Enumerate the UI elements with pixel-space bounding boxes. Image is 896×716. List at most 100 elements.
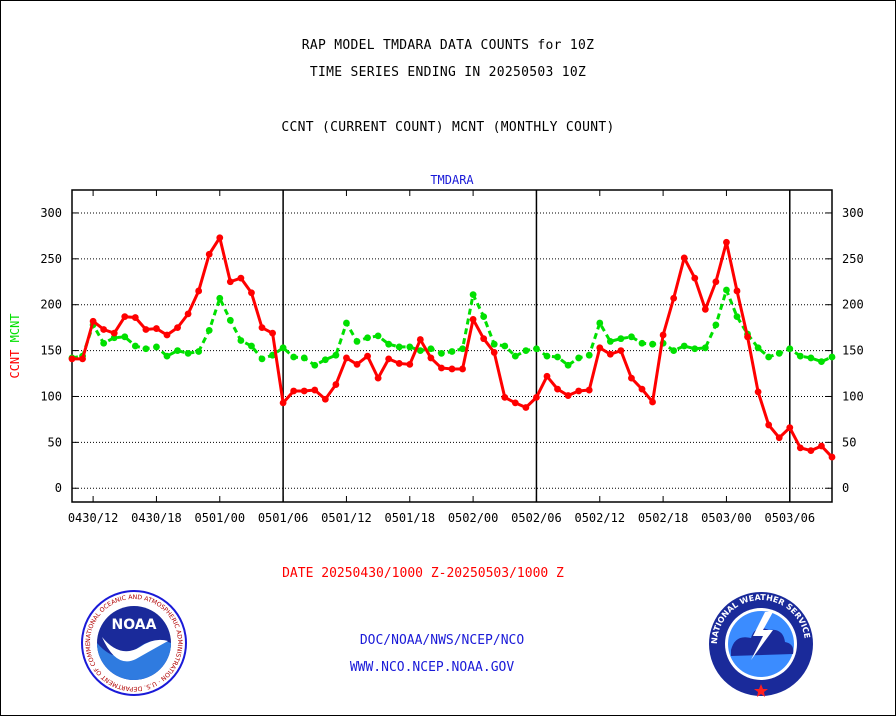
data-point-mcnt bbox=[712, 321, 720, 329]
data-point-mcnt bbox=[300, 354, 308, 362]
data-point-mcnt bbox=[691, 345, 699, 353]
date-range-label: DATE 20250430/1000 Z-20250503/1000 Z bbox=[282, 566, 564, 581]
data-point-ccnt bbox=[680, 254, 688, 262]
data-point-ccnt bbox=[68, 355, 76, 363]
data-point-ccnt bbox=[279, 399, 287, 407]
data-point-mcnt bbox=[596, 319, 604, 327]
data-point-ccnt bbox=[617, 347, 625, 354]
data-point-mcnt bbox=[332, 351, 340, 359]
data-point-ccnt bbox=[110, 329, 118, 337]
data-point-ccnt bbox=[321, 395, 329, 403]
data-point-mcnt bbox=[554, 353, 561, 361]
y-axis-label-part: CCNT bbox=[8, 350, 22, 379]
data-point-mcnt bbox=[163, 352, 171, 360]
data-point-ccnt bbox=[142, 326, 150, 333]
data-point-mcnt bbox=[533, 345, 540, 353]
data-point-ccnt bbox=[290, 387, 298, 395]
data-point-ccnt bbox=[818, 442, 825, 450]
title-line-3: CCNT (CURRENT COUNT) MCNT (MONTHLY COUNT… bbox=[281, 120, 615, 135]
data-point-mcnt bbox=[226, 316, 234, 324]
data-point-mcnt bbox=[427, 345, 435, 353]
data-point-ccnt bbox=[723, 238, 730, 246]
data-point-ccnt bbox=[511, 399, 519, 407]
footer-url: WWW.NCO.NCEP.NOAA.GOV bbox=[349, 660, 515, 675]
data-point-mcnt bbox=[564, 361, 572, 369]
data-point-ccnt bbox=[100, 326, 108, 333]
plot-border bbox=[71, 189, 833, 503]
data-point-ccnt bbox=[226, 278, 234, 286]
data-point-mcnt bbox=[237, 337, 245, 344]
data-point-mcnt bbox=[670, 347, 678, 354]
data-point-ccnt bbox=[554, 385, 561, 393]
data-point-mcnt bbox=[279, 344, 287, 352]
y-tick-label-right: 300 bbox=[842, 206, 864, 220]
data-point-ccnt bbox=[744, 333, 751, 341]
x-tick-label: 0501/00 bbox=[194, 511, 245, 525]
data-point-ccnt bbox=[353, 360, 361, 368]
y-tick-label-left: 100 bbox=[40, 389, 62, 403]
x-tick-label: 0503/06 bbox=[764, 511, 815, 525]
x-tick-label: 0430/12 bbox=[68, 511, 119, 525]
data-point-mcnt bbox=[374, 332, 382, 340]
y-tick-label-left: 150 bbox=[40, 344, 62, 358]
data-point-mcnt bbox=[649, 340, 656, 348]
x-tick-label: 0502/18 bbox=[638, 511, 689, 525]
data-point-mcnt bbox=[195, 348, 203, 355]
data-point-ccnt bbox=[480, 335, 488, 343]
data-point-ccnt bbox=[712, 278, 720, 286]
data-point-mcnt bbox=[385, 340, 393, 348]
footer-org: DOC/NOAA/NWS/NCEP/NCO bbox=[359, 633, 525, 648]
data-point-ccnt bbox=[416, 336, 424, 343]
data-point-ccnt bbox=[796, 444, 804, 452]
y-tick-label-right: 200 bbox=[842, 298, 864, 312]
data-point-mcnt bbox=[765, 353, 773, 361]
y-tick-label-left: 50 bbox=[48, 435, 62, 449]
data-point-mcnt bbox=[406, 343, 414, 351]
data-point-mcnt bbox=[786, 345, 794, 353]
data-point-mcnt bbox=[343, 319, 350, 327]
x-tick-label: 0501/12 bbox=[321, 511, 372, 525]
data-point-mcnt bbox=[438, 349, 445, 357]
data-point-ccnt bbox=[237, 274, 245, 282]
data-point-ccnt bbox=[606, 350, 614, 358]
data-point-ccnt bbox=[754, 388, 762, 396]
x-tick-label: 0502/12 bbox=[574, 511, 625, 525]
data-point-ccnt bbox=[775, 434, 783, 442]
y-tick-label-right: 100 bbox=[842, 389, 864, 403]
data-point-ccnt bbox=[427, 354, 435, 362]
data-point-ccnt bbox=[195, 287, 203, 295]
star-icon bbox=[754, 684, 768, 697]
data-point-mcnt bbox=[258, 355, 266, 363]
data-point-mcnt bbox=[680, 342, 688, 350]
data-point-mcnt bbox=[733, 313, 741, 321]
data-point-ccnt bbox=[269, 329, 276, 337]
data-point-ccnt bbox=[395, 360, 403, 367]
data-point-mcnt bbox=[501, 342, 509, 350]
data-point-ccnt bbox=[79, 355, 86, 363]
data-point-mcnt bbox=[522, 347, 530, 354]
x-tick-label: 0501/18 bbox=[384, 511, 435, 525]
title-line-1: RAP MODEL TMDARA DATA COUNTS for 10Z bbox=[301, 38, 595, 53]
data-point-mcnt bbox=[364, 334, 371, 342]
data-point-mcnt bbox=[353, 338, 361, 345]
x-tick-label: 0503/00 bbox=[701, 511, 752, 525]
data-point-mcnt bbox=[290, 353, 298, 361]
data-point-ccnt bbox=[406, 360, 414, 368]
data-point-ccnt bbox=[469, 315, 477, 323]
data-point-ccnt bbox=[438, 364, 445, 372]
data-point-mcnt bbox=[248, 342, 255, 350]
data-point-mcnt bbox=[416, 347, 424, 354]
data-point-mcnt bbox=[311, 361, 319, 369]
y-tick-label-left: 250 bbox=[40, 252, 62, 266]
data-point-ccnt bbox=[174, 324, 181, 332]
data-point-ccnt bbox=[649, 398, 656, 406]
data-point-ccnt bbox=[300, 387, 308, 395]
data-point-mcnt bbox=[775, 349, 783, 357]
data-point-mcnt bbox=[807, 354, 815, 362]
data-point-mcnt bbox=[606, 338, 614, 345]
data-point-mcnt bbox=[395, 343, 403, 351]
y-tick-label-left: 300 bbox=[40, 206, 62, 220]
data-point-ccnt bbox=[564, 392, 572, 399]
data-point-ccnt bbox=[533, 393, 540, 401]
